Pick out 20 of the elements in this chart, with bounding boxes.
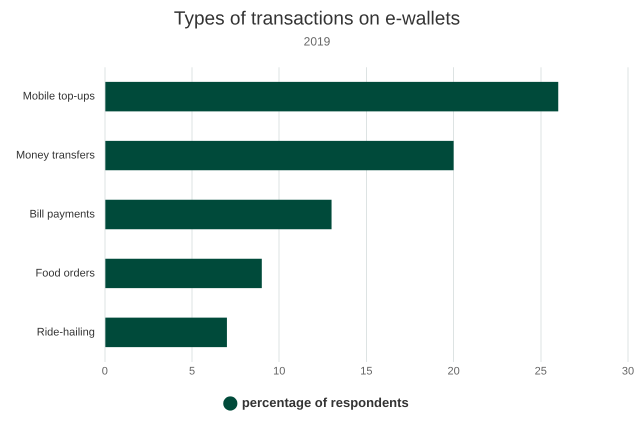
bar — [105, 258, 262, 288]
x-tick-label: 25 — [534, 365, 547, 378]
x-tick-label: 30 — [622, 365, 634, 378]
y-tick-label: Food orders — [36, 267, 96, 280]
x-tick-label: 0 — [102, 365, 108, 378]
x-tick-label: 5 — [188, 365, 196, 378]
chart-subtitle: 2019 — [304, 34, 331, 48]
x-tick-label: 15 — [360, 365, 373, 378]
legend-label: percentage of respondents — [242, 395, 409, 410]
chart-title: Types of transactions on e-wallets — [174, 8, 460, 30]
y-tick-label: Ride-hailing — [36, 326, 95, 338]
bar — [105, 200, 332, 230]
bar — [105, 318, 227, 348]
y-tick-label: Money transfers — [16, 150, 96, 162]
x-tick-label: 20 — [447, 365, 460, 378]
x-tick-label: 10 — [273, 365, 286, 378]
y-tick-label: Bill payments — [29, 208, 96, 221]
bar — [105, 82, 558, 112]
y-tick-label: Mobile top-ups — [22, 90, 96, 103]
bar — [105, 140, 454, 170]
